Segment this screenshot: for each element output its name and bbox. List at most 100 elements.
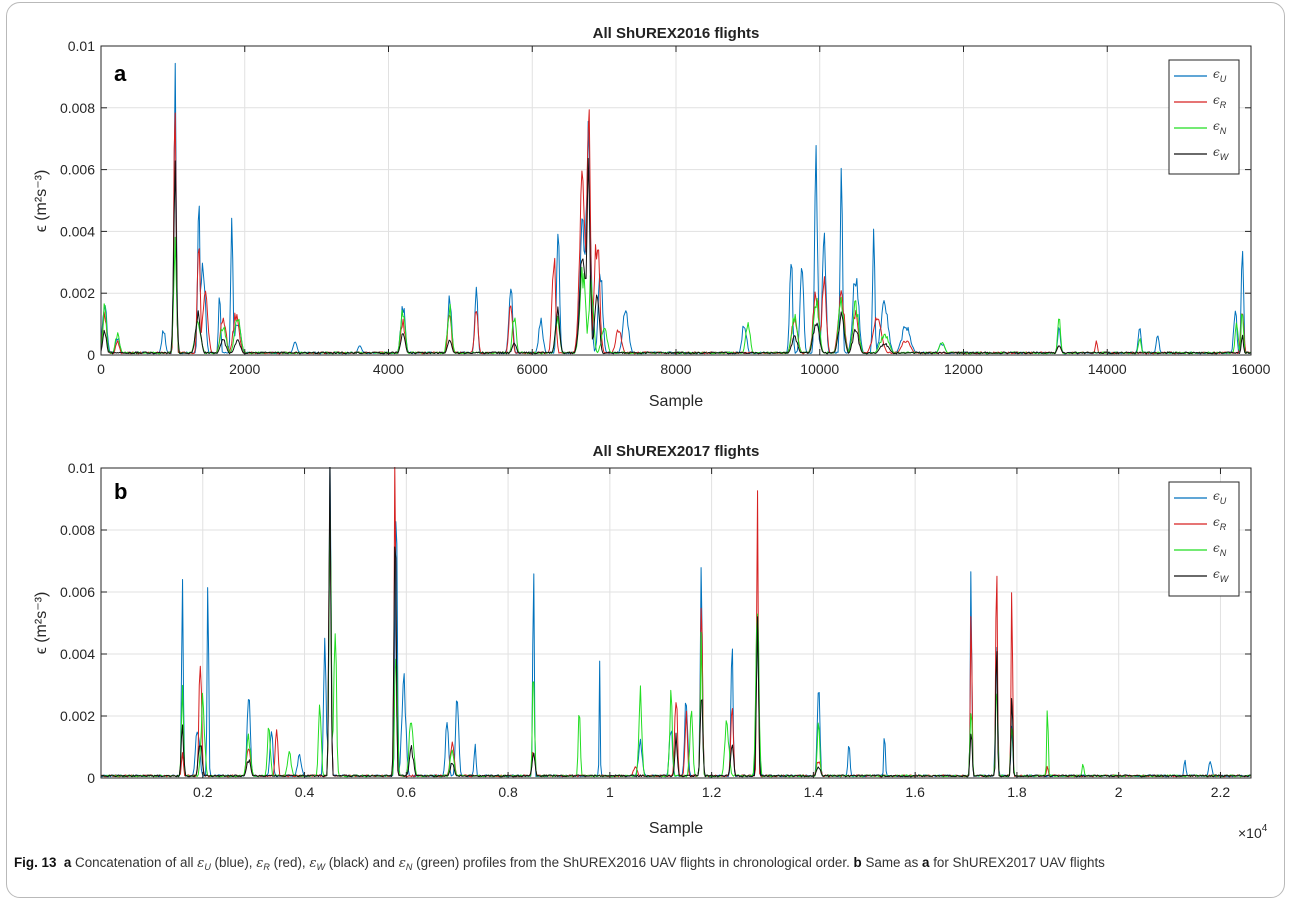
x-tick-label: 12000 (944, 361, 983, 377)
legend-sym: ϵ (1213, 119, 1220, 133)
legend-sym: ϵ (1213, 515, 1220, 529)
legend-sym: ϵ (1213, 145, 1220, 159)
x-tick-label: 0.6 (397, 784, 417, 800)
x-tick-label: 0.4 (295, 784, 315, 800)
x-tick-label: 1.6 (905, 784, 925, 800)
panel-a-ylabel: ϵ (m²s⁻³) (33, 170, 50, 233)
figure-charts: All ShUREX2016 flights a Sample ϵ (m²s⁻³… (33, 25, 1271, 841)
legend-sub: W (1220, 574, 1230, 584)
legend-entry: ϵU (1213, 489, 1227, 506)
caption-part-a: a (63, 855, 72, 870)
caption-eps-n: ε (398, 856, 406, 871)
x-tick-label: 10000 (800, 361, 839, 377)
x-tick-label: 4000 (373, 361, 404, 377)
legend-sub: N (1220, 126, 1227, 136)
panel-a: All ShUREX2016 flights a Sample ϵ (m²s⁻³… (33, 25, 1271, 410)
caption-same-as: Same as (861, 855, 923, 870)
legend-sub: U (1220, 496, 1227, 506)
x-tick-label: 2000 (229, 361, 260, 377)
x-tick-label: 1.4 (804, 784, 824, 800)
caption-green-tail: (green) profiles from the ShUREX2016 UAV… (412, 855, 854, 870)
panel-b-title: All ShUREX2017 flights (593, 443, 760, 460)
panel-b-label: b (114, 479, 127, 504)
x-tick-label: 8000 (660, 361, 691, 377)
legend-entry: ϵW (1213, 567, 1230, 584)
legend-sub: R (1220, 100, 1227, 110)
caption-sub-r: R (263, 862, 270, 872)
x-multiplier-base: ×10 (1238, 825, 1262, 841)
caption-black: (black) and (325, 855, 399, 870)
caption-blue: (blue), (210, 855, 257, 870)
figure-frame (6, 2, 1285, 898)
panel-a-title: All ShUREX2016 flights (593, 25, 760, 42)
caption-sub-u: U (204, 862, 211, 872)
legend-sub: U (1220, 74, 1227, 84)
y-tick-label: 0.004 (60, 223, 95, 239)
legend-entry: ϵN (1213, 541, 1227, 558)
x-tick-label: 1 (606, 784, 614, 800)
y-tick-label: 0.008 (60, 522, 95, 538)
y-tick-label: 0.01 (68, 38, 95, 54)
legend-sub: N (1220, 548, 1227, 558)
caption-red: (red), (269, 855, 310, 870)
caption-sub-w: W (316, 862, 326, 872)
x-tick-label: 1.8 (1007, 784, 1027, 800)
caption-eps-r: ε (256, 856, 264, 871)
series-line-u (101, 467, 1251, 778)
x-tick-label: 1.2 (702, 784, 722, 800)
caption-sub-n: N (405, 862, 413, 872)
y-tick-label: 0.002 (60, 285, 95, 301)
legend-entry: ϵR (1213, 93, 1227, 110)
legend-sub: W (1220, 152, 1230, 162)
legend-sym: ϵ (1213, 541, 1220, 555)
x-tick-label: 2.2 (1211, 784, 1231, 800)
y-tick-label: 0.006 (60, 162, 95, 178)
x-tick-label: 14000 (1088, 361, 1127, 377)
series-line-r (101, 467, 1251, 778)
legend-entry: ϵU (1213, 67, 1227, 84)
y-tick-label: 0.004 (60, 646, 95, 662)
caption-part-b: b (853, 855, 862, 870)
legend-sym: ϵ (1213, 93, 1220, 107)
caption-part-a-ref: a (922, 855, 930, 870)
figure-caption: Fig. 13 a Concatenation of all εU (blue)… (14, 854, 1276, 876)
caption-eps-u: ε (197, 856, 205, 871)
x-tick-label: 6000 (517, 361, 548, 377)
x-tick-label: 0.8 (498, 784, 518, 800)
y-tick-label: 0.006 (60, 584, 95, 600)
panel-b-xlabel: Sample (649, 820, 703, 837)
legend-sub: R (1220, 522, 1227, 532)
legend-sym: ϵ (1213, 489, 1220, 503)
series-lines (101, 467, 1251, 778)
legend-entry: ϵR (1213, 515, 1227, 532)
caption-text-1: Concatenation of all (71, 855, 198, 870)
x-tick-label: 0 (97, 361, 105, 377)
x-tick-label: 0.2 (193, 784, 213, 800)
legend-box (1168, 481, 1240, 597)
panel-b: All ShUREX2017 flights b Sample ϵ (m²s⁻³… (33, 443, 1268, 841)
x-tick-label: 16000 (1232, 361, 1271, 377)
legend-entry: ϵN (1213, 119, 1227, 136)
axes-box (100, 467, 1252, 779)
series-line-w (101, 467, 1251, 778)
y-tick-label: 0.002 (60, 708, 95, 724)
legend-box (1168, 59, 1240, 175)
panel-a-label: a (114, 61, 127, 86)
x-tick-label: 2 (1115, 784, 1123, 800)
legend-entry: ϵW (1213, 145, 1230, 162)
y-tick-label: 0 (87, 770, 95, 786)
caption-tail: for ShUREX2017 UAV flights (929, 855, 1105, 870)
caption-fig-label: Fig. 13 (14, 855, 57, 870)
legend-sym: ϵ (1213, 567, 1220, 581)
caption-eps-w: ε (309, 856, 317, 871)
x-multiplier-exp: 4 (1262, 823, 1268, 834)
y-tick-label: 0.01 (68, 460, 95, 476)
y-tick-label: 0 (87, 347, 95, 363)
legend-sym: ϵ (1213, 67, 1220, 81)
panel-b-ylabel: ϵ (m²s⁻³) (33, 592, 50, 655)
panel-a-xlabel: Sample (649, 393, 703, 410)
panel-b-x-multiplier: ×104 (1238, 823, 1268, 841)
y-tick-label: 0.008 (60, 100, 95, 116)
